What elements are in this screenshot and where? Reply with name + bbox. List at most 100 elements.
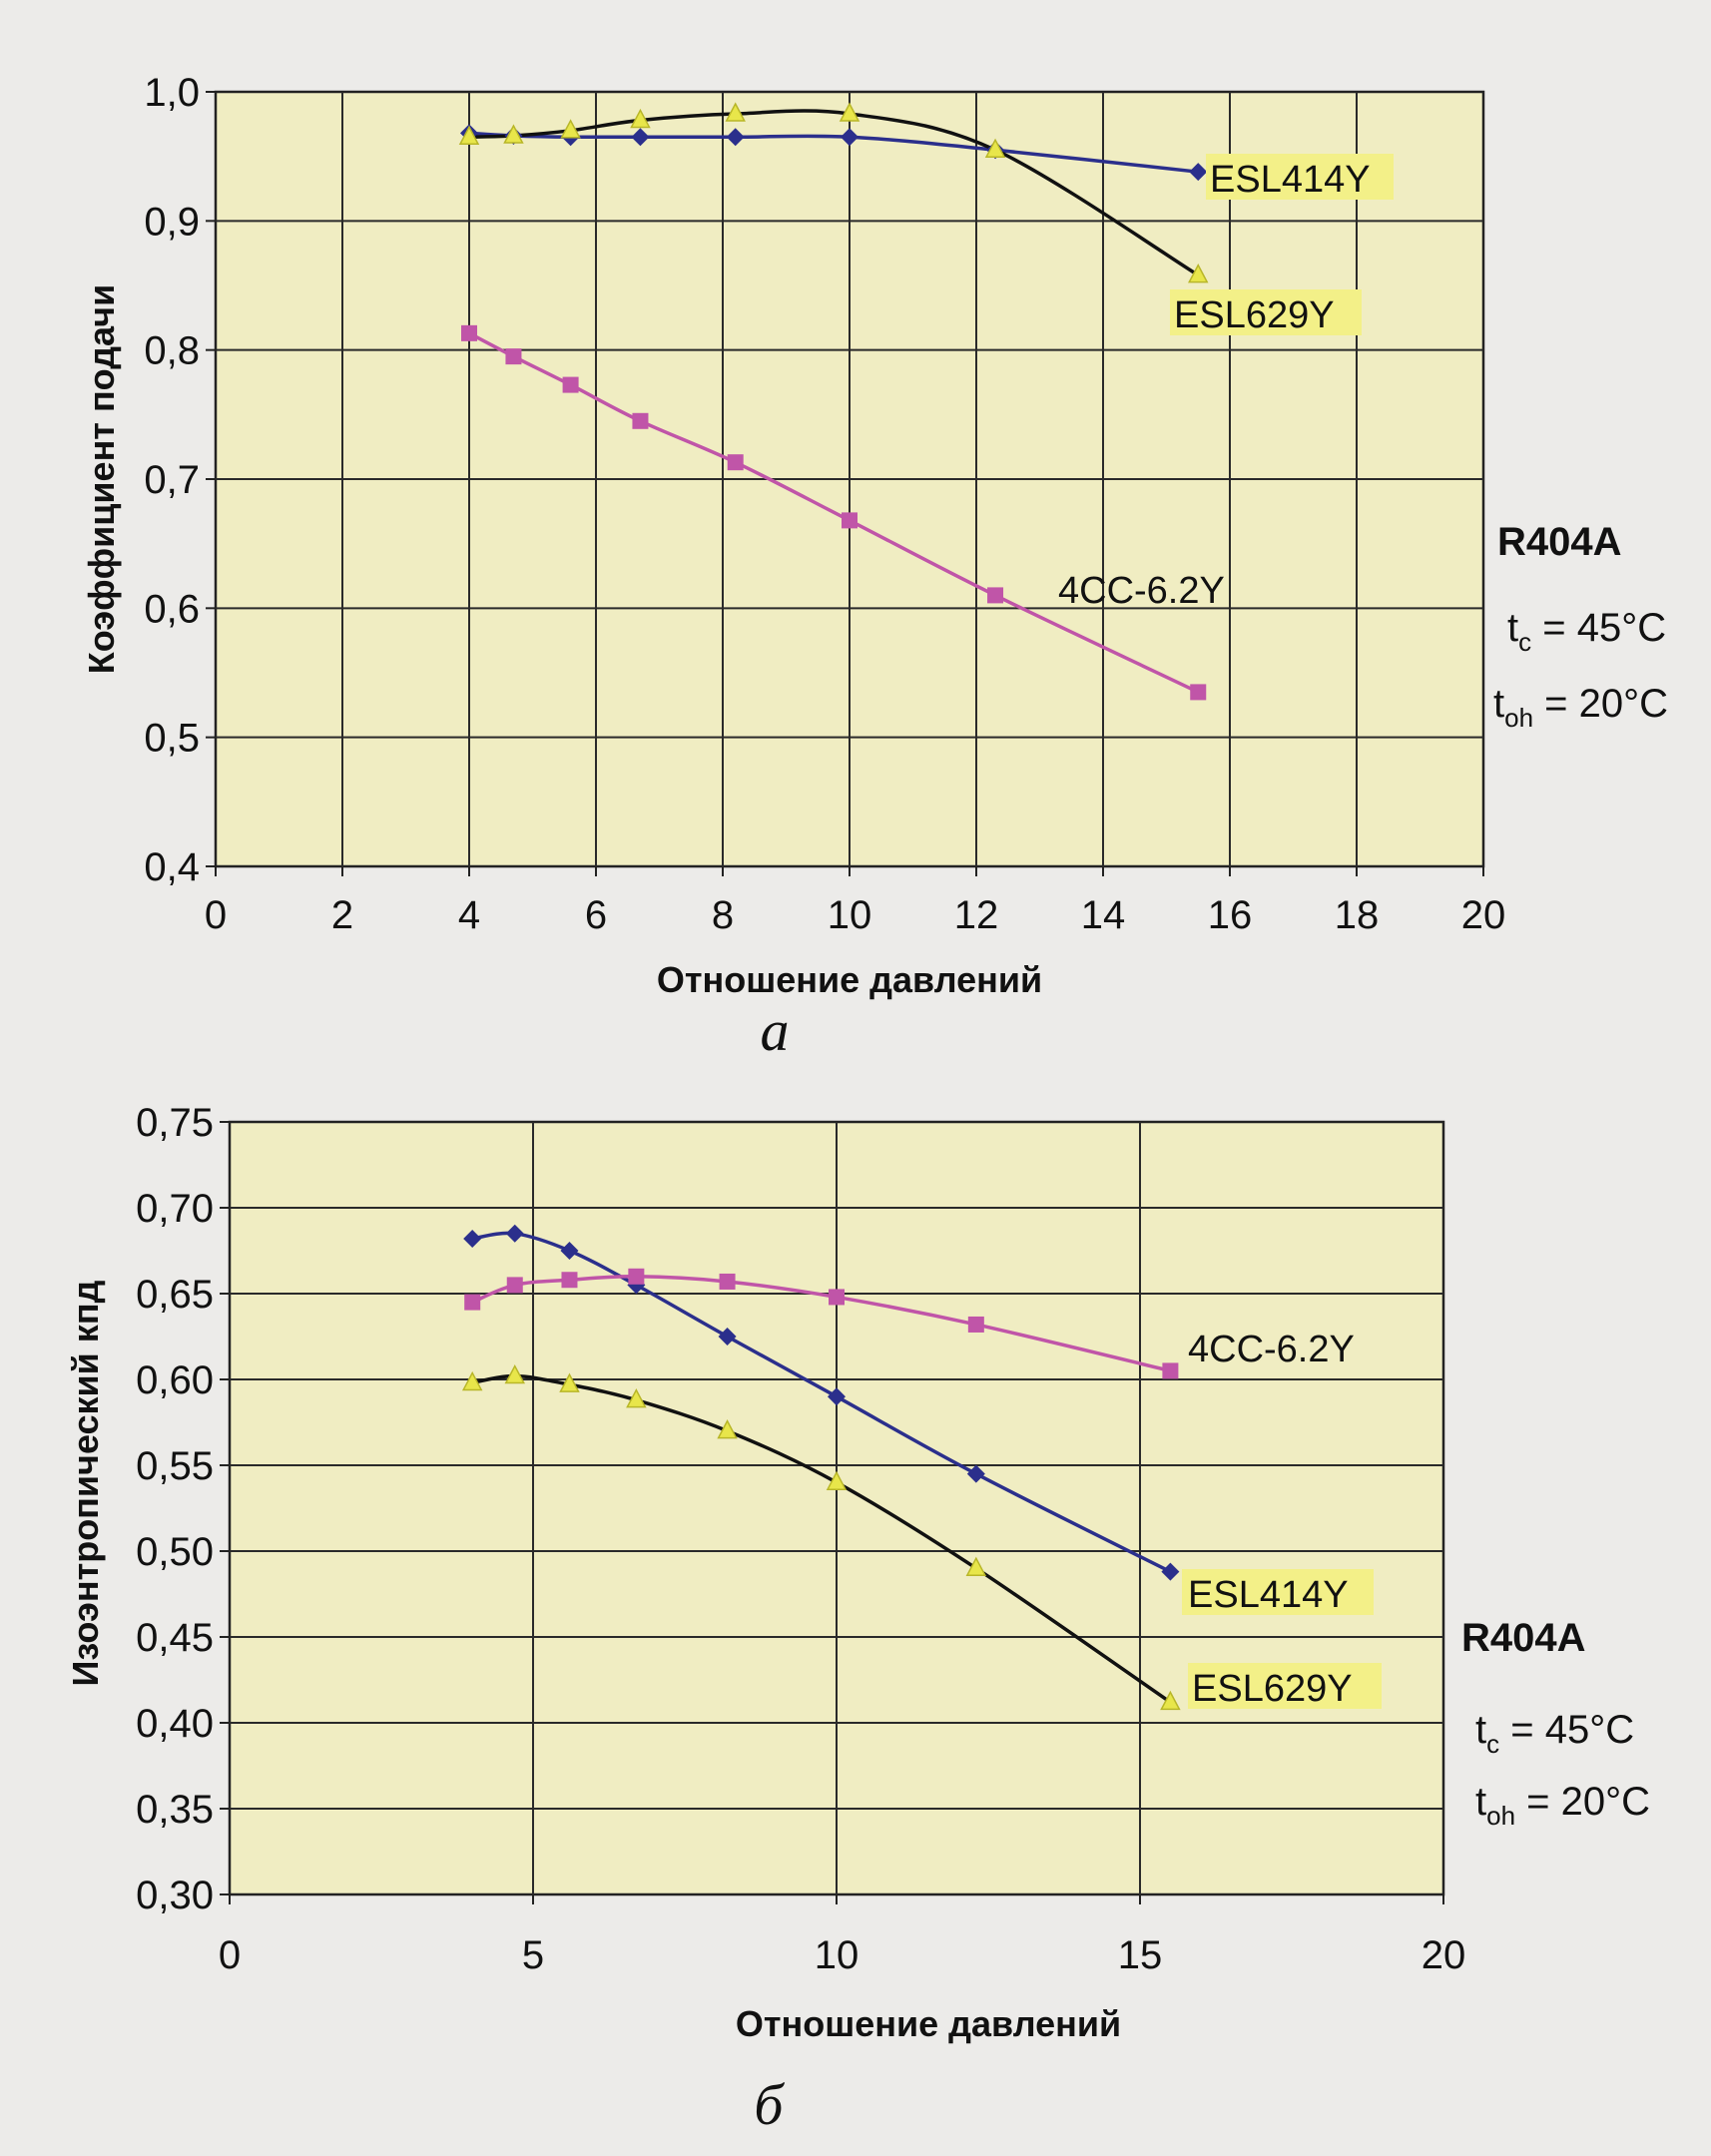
y-tick-label-a: 1,0 [144,71,200,115]
data-point-esl629y-b [504,1363,526,1384]
data-point-esl629y-b [717,1418,738,1439]
data-point-4cc62y-a [842,512,857,529]
data-point-esl629y-b [559,1372,580,1392]
data-point-esl629y-a [560,119,581,139]
data-point-esl629y-a [503,124,524,144]
y-tick-label-b: 0,45 [136,1616,214,1660]
data-point-4cc62y-a [1190,684,1207,701]
condition-tc-b: tc = 45°C [1475,1708,1634,1759]
series-markers-b [461,1224,1181,1711]
label-bg-esl414y-b [1182,1569,1374,1615]
x-tick-label-a: 14 [1081,893,1126,937]
label-bg-esl629y-b [1188,1663,1382,1709]
data-point-4cc62y-b [628,1268,645,1285]
data-point-esl414y-b [966,1464,985,1483]
data-point-4cc62y-b [719,1273,736,1290]
x-tick-label-a: 12 [954,893,999,937]
y-tick-label-b: 0,65 [136,1273,214,1317]
y-tick-label-b: 0,30 [136,1874,214,1917]
data-point-esl414y-b [828,1387,846,1406]
data-point-esl629y-a [725,102,746,122]
data-point-4cc62y-a [505,348,522,365]
x-tick-label-b: 15 [1118,1933,1163,1977]
data-point-esl629y-a [630,108,651,129]
axis-ticks-a: 0 2 4 6 8 10 12 14 16 18 20 0,4 0,5 0,6 0,7 0,8 0,9 1,0 [144,71,1505,937]
x-axis-title-a: Отношение давлений [657,959,1042,1000]
x-tick-label-a: 4 [458,893,480,937]
series-label-esl414y-b: ESL414Y [1188,1574,1349,1616]
data-point-esl629y-b [1160,1690,1181,1711]
data-point-esl414y-a [1189,163,1208,182]
y-tick-label-a: 0,9 [144,200,200,244]
y-tick-label-b: 0,75 [136,1101,214,1145]
data-point-4cc62y-b [967,1316,984,1333]
figure-caption-a: а [761,998,790,1063]
x-tick-label-a: 8 [712,893,734,937]
x-tick-label-a: 0 [205,893,227,937]
axis-ticks-b: 0 5 10 15 20 0,30 0,35 0,40 0,45 0,50 0,55 0,60 0,65… [136,1101,1465,1977]
data-point-4cc62y-b [1162,1362,1179,1379]
condition-toh-a: toh = 20°C [1493,682,1668,733]
data-point-esl414y-a [841,128,858,147]
series-label-esl629y-a: ESL629Y [1174,294,1335,336]
data-point-esl629y-a [839,102,860,122]
data-point-esl414y-b [560,1242,579,1260]
y-tick-label-b: 0,55 [136,1444,214,1488]
gridlines-a [216,92,1483,866]
chart-b: 0 5 10 15 20 0,30 0,35 0,40 0,45 0,50 0,55 0,60 0,65… [65,1101,1650,2137]
data-point-esl629y-a [458,125,480,146]
refrigerant-label-a: R404A [1497,520,1622,564]
data-point-4cc62y-b [829,1289,845,1306]
data-point-4cc62y-a [461,324,477,341]
series-line-esl629y-b [471,1373,1172,1704]
y-tick-label-b: 0,40 [136,1702,214,1746]
x-tick-label-b: 20 [1422,1933,1466,1977]
data-point-esl629y-a [984,138,1006,158]
refrigerant-label-b: R404A [1461,1616,1586,1660]
data-point-esl629y-b [626,1388,647,1408]
data-point-4cc62y-b [506,1277,523,1294]
data-point-4cc62y-b [561,1272,578,1289]
data-point-esl414y-a [726,128,745,147]
data-point-4cc62y-b [464,1294,481,1311]
data-point-4cc62y-a [727,454,744,471]
data-point-esl629y-b [461,1370,483,1391]
data-point-4cc62y-a [562,376,579,393]
data-point-esl629y-a [1188,264,1209,283]
data-point-esl629y-b [826,1470,848,1490]
x-axis-title-b: Отношение давлений [736,2003,1121,2044]
data-point-esl414y-b [718,1328,737,1346]
data-point-esl414y-a [631,128,650,147]
y-tick-label-b: 0,60 [136,1358,214,1402]
y-tick-label-a: 0,4 [144,845,200,889]
series-label-4cc62y-a: 4CC-6.2Y [1058,570,1225,612]
x-tick-label-b: 0 [219,1933,241,1977]
y-tick-label-a: 0,6 [144,587,200,631]
x-tick-label-a: 18 [1335,893,1380,937]
y-tick-label-b: 0,35 [136,1788,214,1832]
x-tick-label-b: 10 [815,1933,859,1977]
x-tick-label-a: 2 [331,893,353,937]
data-point-esl414y-b [505,1224,524,1243]
condition-toh-b: toh = 20°C [1475,1780,1650,1831]
series-label-esl629y-b: ESL629Y [1192,1668,1353,1710]
series-markers-a [458,102,1209,701]
label-bg-esl629y-a [1170,289,1362,335]
y-tick-label-b: 0,50 [136,1530,214,1574]
data-point-4cc62y-a [632,412,649,429]
x-tick-label-a: 20 [1461,893,1506,937]
label-bg-esl414y-a [1206,154,1394,200]
data-point-esl414y-b [463,1229,482,1248]
condition-tc-a: tc = 45°C [1507,606,1666,657]
series-label-4cc62y-b: 4CC-6.2Y [1188,1329,1355,1370]
data-point-esl414y-b [1161,1562,1180,1581]
y-tick-label-b: 0,70 [136,1187,214,1231]
x-tick-label-a: 16 [1208,893,1253,937]
y-axis-title-a: Коэффициент подачи [81,284,122,674]
x-tick-label-a: 6 [585,893,607,937]
data-point-4cc62y-a [987,587,1004,604]
x-tick-label-b: 5 [522,1933,544,1977]
figure-caption-b: б [754,2072,785,2137]
data-point-esl629y-b [965,1556,987,1576]
